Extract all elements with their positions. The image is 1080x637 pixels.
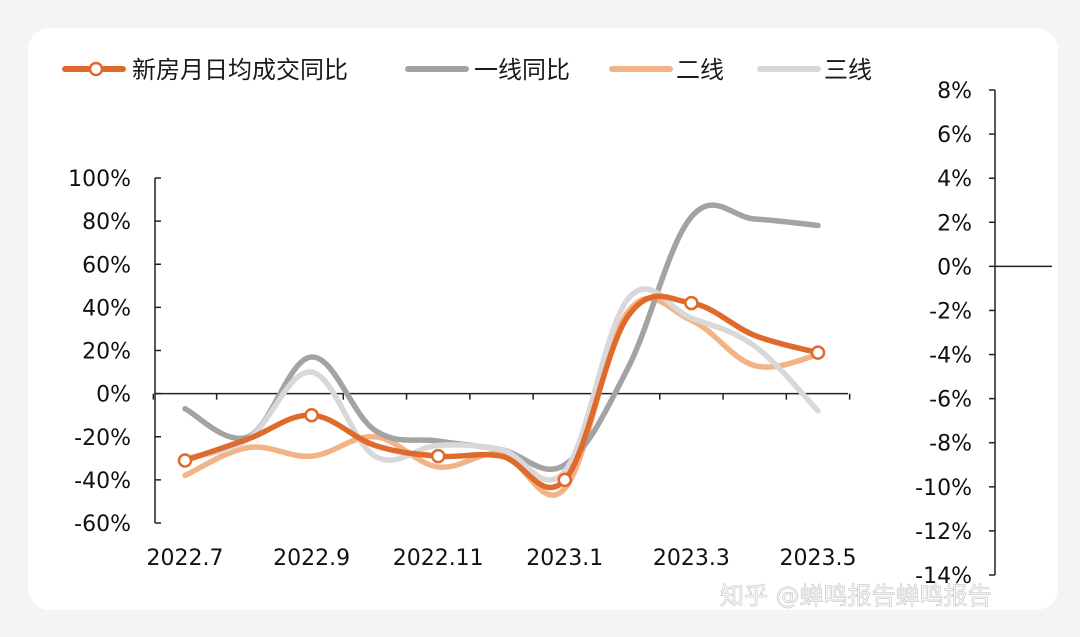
y-tick-label: 100% <box>68 167 131 192</box>
series-line <box>182 202 821 473</box>
x-tick-label: 2023.5 <box>780 546 857 571</box>
y-tick-label: 60% <box>82 253 131 278</box>
y-tick-label: -60% <box>74 512 131 537</box>
x-tick-label: 2022.11 <box>393 546 484 571</box>
series-line <box>182 293 821 491</box>
x-tick-label: 2022.7 <box>147 546 224 571</box>
y2-tick-label: 6% <box>937 123 972 148</box>
data-point-marker <box>430 448 446 464</box>
series-line <box>182 286 821 483</box>
y2-tick-label: -2% <box>929 299 972 324</box>
y2-tick-label: 2% <box>937 211 972 236</box>
data-point-marker <box>810 345 826 360</box>
y-tick-label: 80% <box>82 210 131 235</box>
watermark: 知乎 @蝉鸣报告蝉鸣报告 <box>720 582 992 610</box>
y-tick-label: 0% <box>96 383 131 408</box>
axis-tick-labels: 100% 80% 60% 40% 20% 0% -20% -40% -60% 2022.7 2022… <box>68 79 972 589</box>
y2-tick-label: -10% <box>915 476 972 501</box>
y2-tick-label: 8% <box>937 79 972 104</box>
y2-tick-label: -8% <box>929 432 972 457</box>
legend-marker <box>88 61 104 77</box>
chart-card <box>28 28 1058 610</box>
y-tick-label: 20% <box>82 340 131 365</box>
y-tick-label: -20% <box>74 426 131 451</box>
y-tick-label: 40% <box>82 296 131 321</box>
data-point-marker <box>557 472 573 488</box>
y2-tick-label: -14% <box>915 564 972 589</box>
y2-tick-label: -4% <box>929 344 972 369</box>
legend: 新房月日均成交同比 一线同比 二线 三线 <box>62 56 872 84</box>
series-lines <box>177 202 826 498</box>
legend-label: 二线 <box>676 56 724 84</box>
y2-tick-label: -12% <box>915 520 972 545</box>
y2-tick-label: 0% <box>937 255 972 280</box>
legend-label: 新房月日均成交同比 <box>132 56 348 84</box>
y2-tick-label: 4% <box>937 167 972 192</box>
x-tick-label: 2022.9 <box>273 546 350 571</box>
y-tick-label: -40% <box>74 469 131 494</box>
y2-tick-label: -6% <box>929 388 972 413</box>
x-tick-label: 2023.3 <box>653 546 730 571</box>
data-point-marker <box>684 295 699 311</box>
axes <box>152 89 1052 576</box>
legend-label: 一线同比 <box>474 56 570 84</box>
data-point-marker <box>304 407 319 423</box>
data-point-marker <box>177 453 193 468</box>
legend-label: 三线 <box>824 56 872 84</box>
x-tick-label: 2023.1 <box>526 546 603 571</box>
